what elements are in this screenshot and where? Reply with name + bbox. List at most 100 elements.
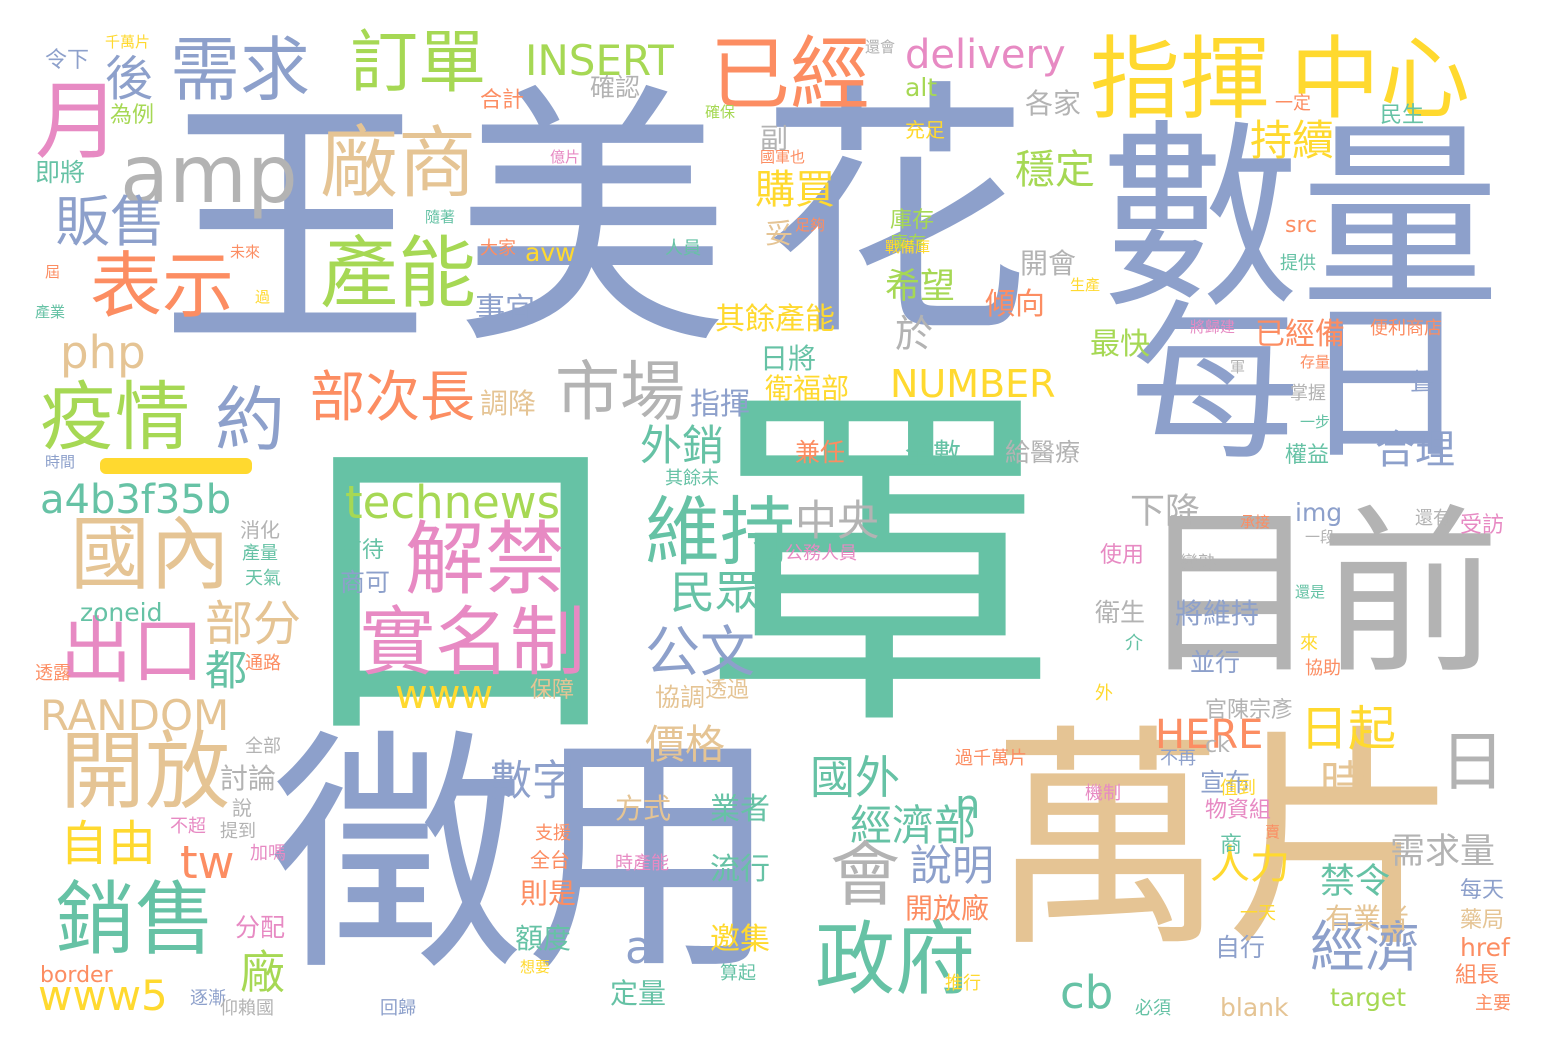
word-79: alt [905,73,938,102]
word-119: blank [1220,993,1289,1022]
word-174: 說 [232,796,252,820]
word-9: 萬片 [990,706,1460,979]
word-202: 時間 [45,453,76,471]
word-45: 民眾 [670,566,761,619]
word-196: 國軍也 [760,148,806,166]
word-141: 一定 [1275,93,1311,114]
word-100: 衛生 [1095,598,1146,627]
word-15: delivery [905,32,1066,78]
word-140: 民生 [1380,103,1425,128]
word-183: 存量 [1300,353,1331,371]
word-162: 一天 [1240,903,1276,924]
word-113: 自行 [1215,933,1266,962]
word-152: 介 [1125,633,1143,654]
word-3: 數量 [1100,103,1501,336]
word-14: 訂單 [350,24,487,103]
word-166: 推行 [945,973,981,994]
word-63: 合理 [1375,427,1455,473]
word-116: 藥局 [1460,908,1505,933]
word-154: 變熟 [1180,553,1216,574]
word-188: 庫存 [890,233,926,254]
word-148: 一段 [1305,528,1336,546]
word-145: 受訪 [1460,513,1505,538]
word-131: 天氣 [245,568,281,589]
word-138: 提供 [1280,253,1316,274]
word-126: 透過 [705,678,750,703]
word-84: 開會 [1020,247,1077,280]
word-55: 日起 [1300,701,1397,757]
word-104: 宣布 [1200,768,1251,797]
word-130: 消化 [240,518,280,542]
word-87: 已經備 [1255,317,1345,352]
word-178: 逐漸 [190,988,226,1009]
word-133: 為例 [110,103,155,128]
word-13: 需求 [170,29,310,111]
word-7: 目前 [1140,490,1501,699]
word-193: 隨著 [425,208,456,226]
word-98: src [1285,213,1318,238]
word-50: 會 [830,834,900,916]
word-59: 外銷 [640,421,725,470]
word-191: 人員 [665,238,701,259]
word-74: 希望 [885,267,956,307]
word-172: 公務人員 [785,543,857,564]
word-54: 人力 [1210,842,1290,888]
word-112: 有業者 [1325,902,1410,935]
word-185: 生產 [1070,276,1101,294]
word-187: 軍 [1230,358,1246,376]
word-10: 指揮 [1090,27,1270,132]
word-36: 維持 [645,488,796,576]
word-52: 說明 [910,841,995,890]
word-58: 中央 [795,496,880,545]
word-89: 於 [895,312,934,356]
word-27: 市場 [555,355,686,430]
word-85: 事宜 [475,292,535,327]
word-94: 兼任 [795,438,846,467]
word-35: www [395,672,494,718]
word-23: 產能 [320,229,477,319]
word-134: 令下 [45,48,90,73]
word-25: 疫情 [40,373,191,461]
word-65: 禁令 [1320,862,1391,902]
word-62: 穩定 [1015,147,1095,193]
word-57: NUMBER [890,362,1056,406]
word-39: 部分 [205,596,302,652]
word-88: 傾向 [985,287,1045,322]
word-159: 物資組 [1205,798,1272,823]
word-64: 需求量 [1390,832,1496,872]
word-161: 賣 [1265,823,1281,841]
word-102: 並行 [1190,648,1241,677]
word-69: tw [180,836,235,889]
word-16: INSERT [525,36,674,85]
word-95: 全數 [905,437,962,470]
word-40: 都 [205,646,248,695]
word-173: 全部 [245,736,281,757]
word-182: 透露 [35,663,71,684]
word-8: 徵用 [270,709,781,1006]
word-5: 罩 [700,355,1060,774]
word-132: 即將 [35,158,86,187]
word-158: 值到 [1220,778,1256,799]
word-157: 不再 [1160,748,1196,769]
word-60: 購買 [755,167,835,213]
word-1: 美 [455,62,730,382]
word-203: 其餘未 [665,468,719,489]
word-42: 銷售 [55,873,215,966]
word-129: 分配 [235,913,286,942]
word-121: border [40,963,113,988]
word-109: 邀集 [710,922,770,957]
word-82: 充足 [905,118,945,142]
word-115: 每天 [1460,878,1505,903]
word-136: avw [525,238,576,267]
word-93: 衛福部 [765,372,850,405]
word-18: 後 [105,51,154,107]
word-33: 解禁 [405,513,565,606]
word-149: 還是 [1295,583,1326,601]
word-46: 價格 [645,722,725,768]
decor-bar [100,458,252,474]
word-32: technews [345,476,561,529]
word-160: 商 [1220,833,1243,858]
word-151: 協助 [1305,658,1341,679]
word-24: php [60,326,146,379]
